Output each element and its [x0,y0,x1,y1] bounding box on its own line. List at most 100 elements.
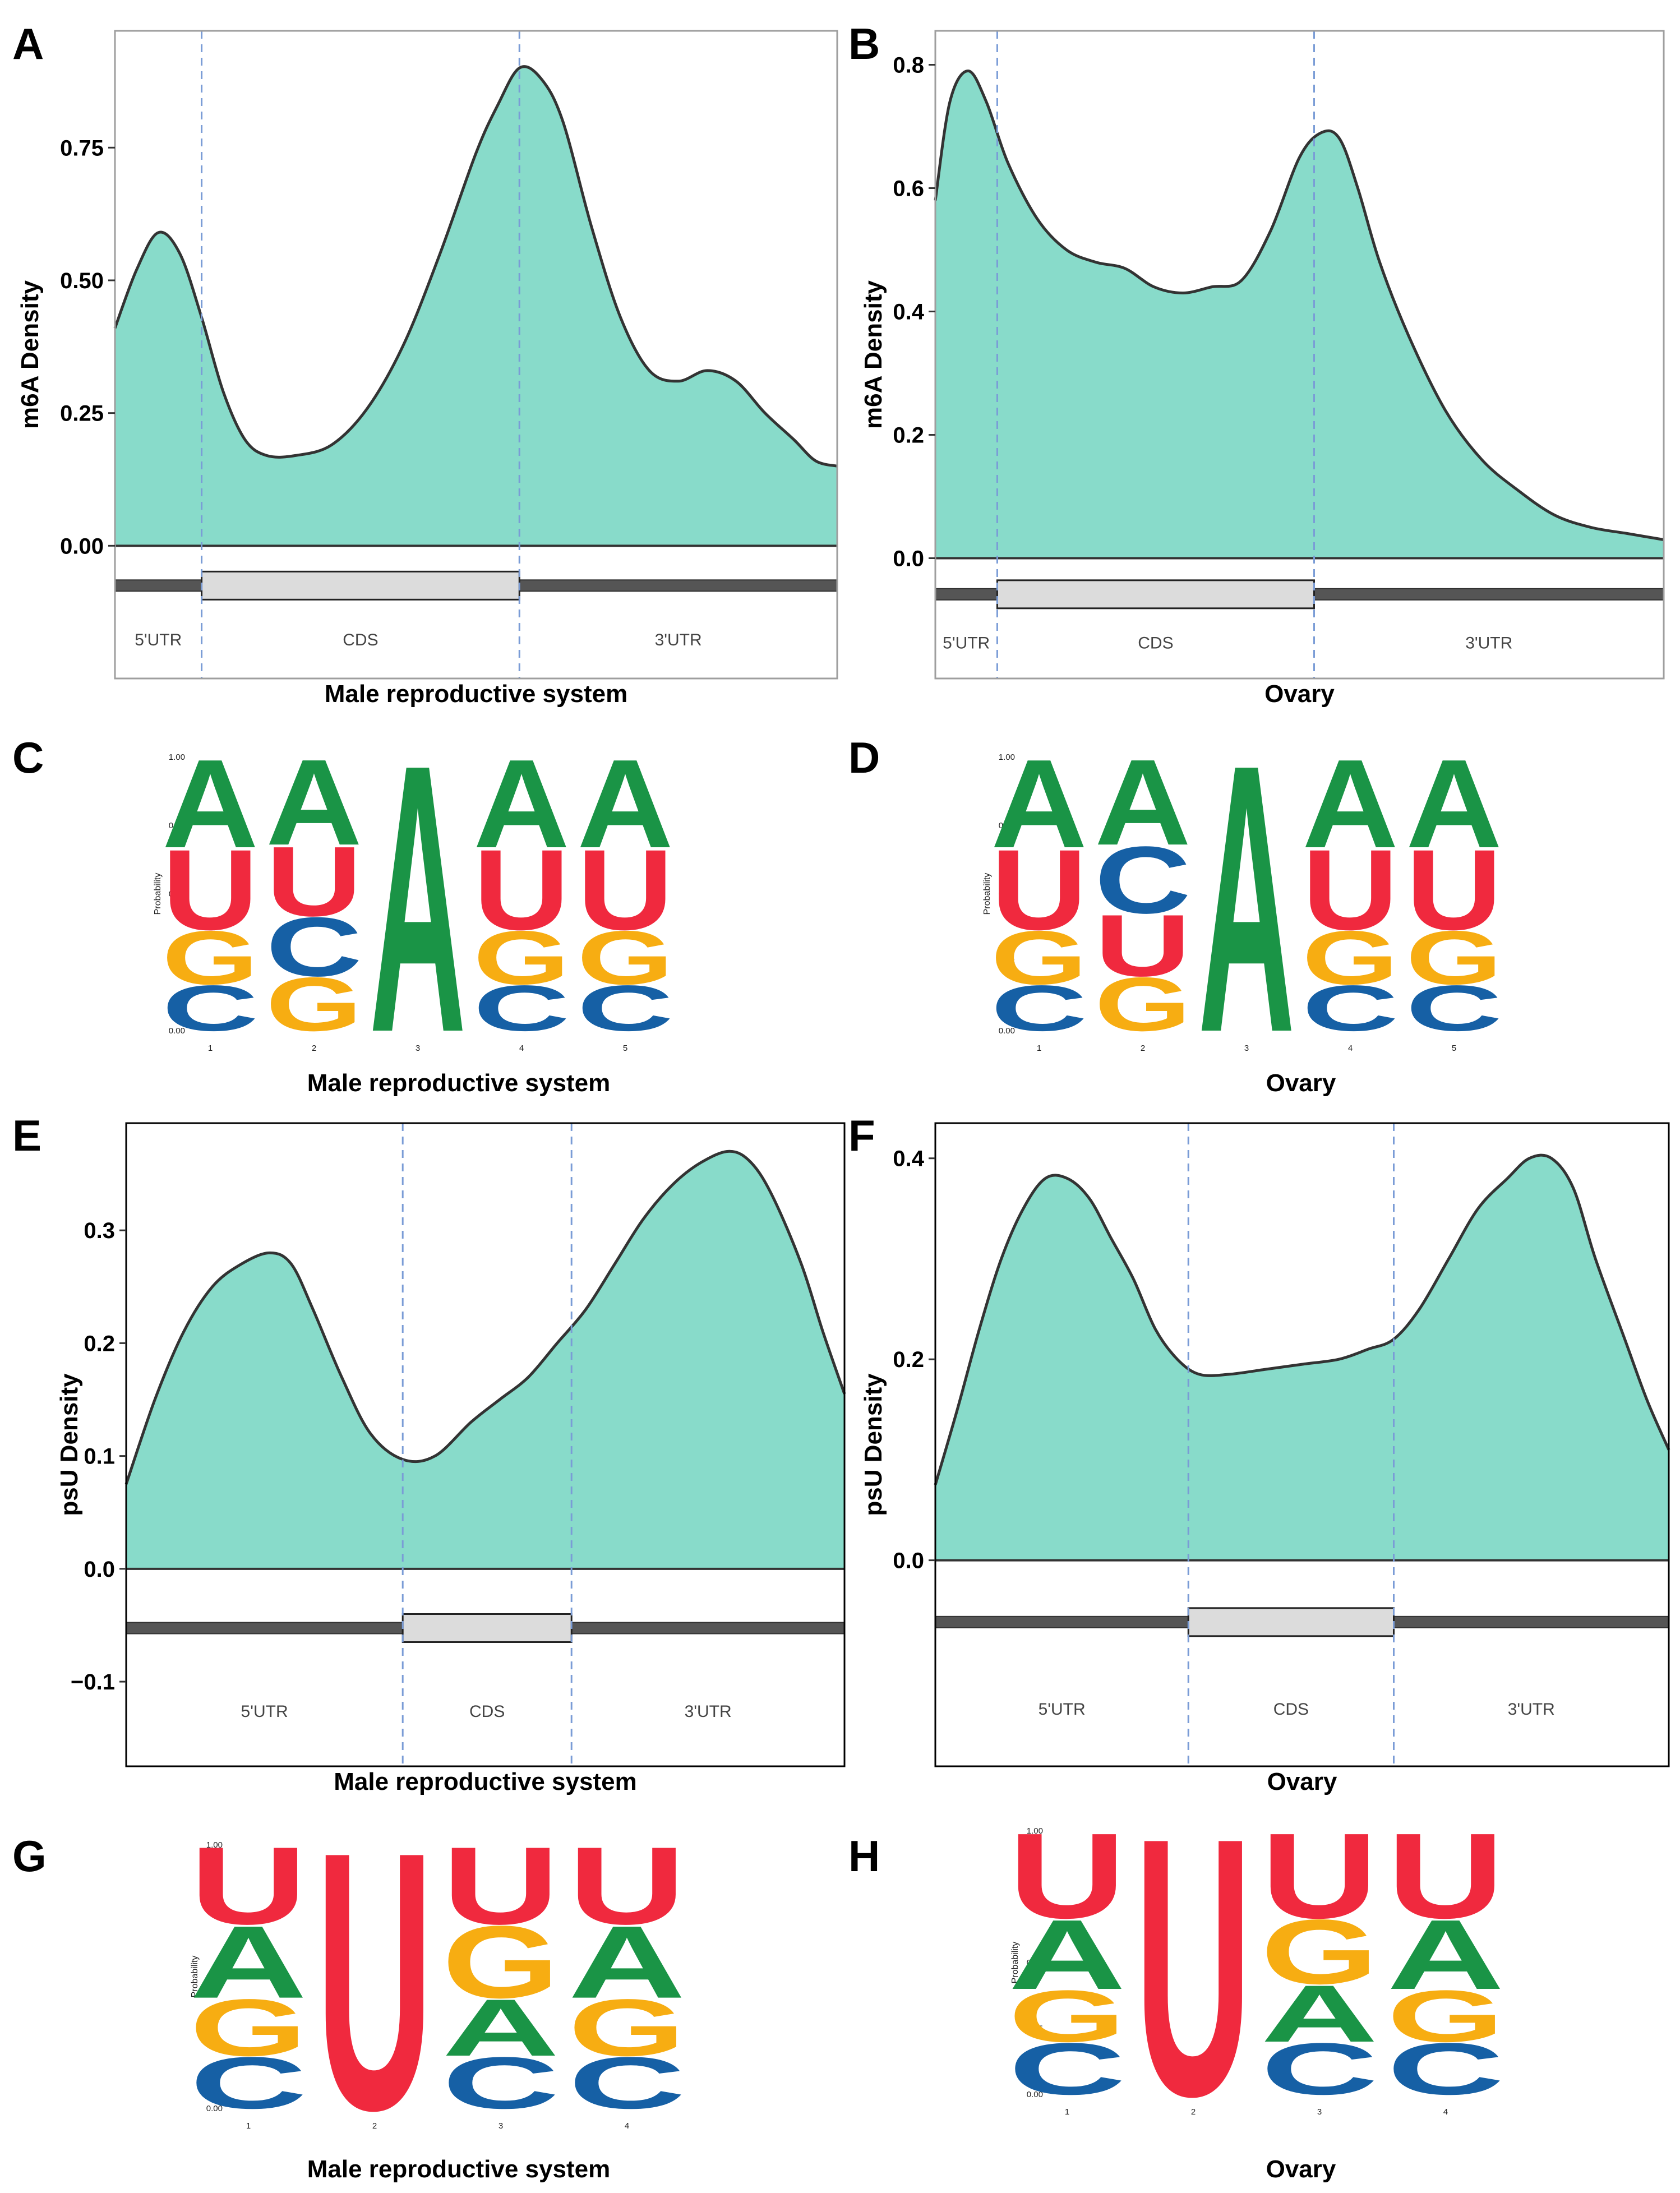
y-tick-label: 0.00 [999,1026,1015,1036]
logo-letter-C: C [190,2042,307,2124]
logo-letter-C: C [568,2042,685,2124]
logo-letter-C: C [1387,2028,1504,2110]
region-label: 3'UTR [655,631,702,649]
y-axis-title: m6A Density [860,280,887,429]
x-position-label: 1 [1065,2107,1069,2117]
logo-letter-G: G [568,1983,685,2073]
logo-letter-U: U [162,826,259,954]
density-curve [113,65,838,468]
x-position-label: 2 [1141,1044,1145,1053]
y-tick-label: 0.0 [84,1557,115,1582]
logo-letter-C: C [162,972,259,1045]
panel-C: C0.000.250.500.751.00ProbabilityCGUA1GCU… [12,686,673,1112]
logo-letter-U: U [1261,1808,1378,1943]
y-tick-label: 0.75 [169,821,185,830]
x-axis-title: Ovary [1267,1768,1337,1795]
y-tick-label: 0.6 [893,177,924,201]
plot-frame [125,1122,846,1767]
y-axis-title: Probability [153,873,163,915]
x-axis-title: Ovary [1264,680,1335,708]
logo-letter-A: A [1302,733,1399,874]
panel-F: F 5'UTR CDS 3'UTR 0.0 0.2 0.4 Ovary psU Density [848,1111,1670,1795]
plot-frame [934,1122,1670,1767]
y-tick-label: 0.25 [169,958,185,967]
logo-letter-C: C [1008,2028,1125,2110]
utr3-bar [1393,1615,1669,1628]
y-tick-label: 0.50 [60,269,104,293]
panel-A: A 5'UTR CDS 3'UTR 0.00 0.25 0.50 0.75 Male repro… [12,19,838,708]
region-label: 5'UTR [241,1702,288,1721]
y-tick-label: 0.25 [206,2038,223,2048]
panel-letter: G [12,1831,47,1881]
panel-E: E 5'UTR CDS 3'UTR −0.1 0.0 0.1 0.2 0.3 Male repro… [12,1111,846,1795]
y-axis-title: Probability [1010,1942,1020,1984]
density-curve [934,1153,1670,1485]
logo-letter-A: A [190,1905,307,2020]
logo-letter-C: C [991,972,1087,1045]
logo-letter-G: G [1008,1975,1125,2057]
region-label: CDS [1138,634,1173,652]
x-position-label: 2 [372,2121,377,2131]
logo-letter-A: A [266,734,362,871]
y-tick-label: 0.00 [169,1026,185,1036]
y-tick-label: 0.25 [999,958,1015,967]
logo-letter-U: U [190,1825,307,1947]
y-tick-label: 0.4 [893,300,924,325]
region-label: 5'UTR [135,631,182,649]
utr5-bar [935,588,998,601]
logo-letter-A: A [1095,734,1191,871]
x-position-label: 4 [1348,1044,1353,1053]
logo-letter-C: C [1406,972,1502,1045]
y-tick-label: 0.0 [893,1549,924,1573]
cds-box [1187,1607,1395,1637]
cds-box [201,570,520,601]
region-label: 5'UTR [1039,1700,1086,1719]
logo-letter-A: A [1387,1899,1504,2010]
logo-letter-A: A [568,1905,685,2020]
logo-letter-A: A [370,686,466,1112]
region-label: 5'UTR [943,634,990,652]
region-label: 3'UTR [685,1702,732,1721]
y-tick-label: 0.50 [1027,1958,1043,1968]
x-axis-title: Male reproductive system [334,1768,636,1795]
y-tick-label: 1.00 [169,752,185,762]
y-tick-label: 0.3 [84,1218,115,1243]
logo-letter-U: U [568,1825,685,1947]
logo-letter-A: A [577,733,673,874]
x-position-label: 2 [1191,2107,1196,2117]
y-tick-label: 1.00 [999,752,1015,762]
y-tick-label: 0.8 [893,53,924,78]
region-label: CDS [343,631,378,649]
logo-letter-C: C [473,972,570,1045]
density-area [935,71,1664,558]
logo-letter-A: A [1261,1968,1378,2058]
x-position-label: 4 [1443,2107,1448,2117]
y-axis-title: Probability [982,873,992,915]
panel-letter: C [12,733,44,782]
density-curve [934,69,1664,541]
utr5-bar [126,1622,404,1635]
plot-frame [934,30,1665,680]
logo-letter-C: C [266,901,362,994]
logo-letter-G: G [473,915,570,1000]
y-tick-label: 0.50 [999,889,1015,899]
density-area [126,1151,844,1569]
x-position-label: 3 [1244,1044,1249,1053]
cds-box [996,579,1315,610]
x-position-label: 3 [416,1044,420,1053]
logo-letter-G: G [991,915,1087,1000]
utr5-bar [114,579,202,592]
y-axis-title: psU Density [56,1373,83,1516]
panel-letter: H [848,1831,880,1881]
y-tick-label: 0.2 [893,423,924,448]
panel-letter: A [12,19,44,68]
x-axis-title: Male reproductive system [307,1069,610,1097]
y-tick-label: 0.00 [60,534,104,558]
y-tick-label: 0.00 [1027,2090,1043,2099]
y-tick-label: 0.50 [206,1972,223,1982]
y-tick-label: −0.1 [71,1670,115,1695]
logo-letter-G: G [1387,1975,1504,2057]
y-tick-label: 0.75 [1027,1892,1043,1902]
density-area [115,66,837,546]
